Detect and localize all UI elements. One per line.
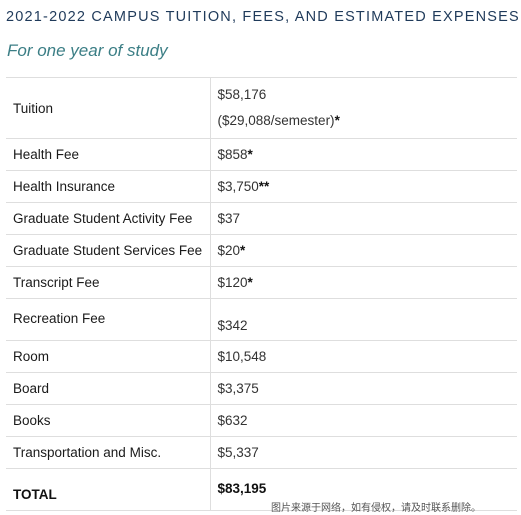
row-label-health-insurance: Health Insurance [6,170,211,203]
health-insurance-value: $3,750 [217,179,259,194]
row-label-activity-fee: Graduate Student Activity Fee [6,202,211,235]
table-row: Books $632 [6,404,517,437]
row-label-tuition: Tuition [6,77,211,139]
row-value-recreation-fee: $342 [210,298,517,341]
expenses-table: Tuition $58,176 ($29,088/semester)* Heal… [6,77,517,511]
activity-fee-value: $37 [217,211,241,226]
table-row: Transcript Fee $120* [6,266,517,299]
row-value-services-fee: $20* [210,234,517,267]
table-row: Tuition $58,176 ($29,088/semester)* [6,77,517,139]
row-value-transcript-fee: $120* [210,266,517,299]
services-fee-value: $20 [217,243,241,258]
row-label-recreation-fee: Recreation Fee [6,298,211,341]
transcript-fee-value: $120 [217,275,248,290]
page-subtitle: For one year of study [7,41,168,60]
page-title: 2021-2022 CAMPUS TUITION, FEES, AND ESTI… [6,9,520,25]
row-value-books: $632 [210,404,517,437]
footnote-star: * [247,275,253,290]
table-row: Health Fee $858* [6,138,517,171]
total-value: $83,195 [210,468,517,511]
footnote-star: * [247,147,253,162]
transportation-value: $5,337 [217,445,259,460]
table-row: Room $10,548 [6,340,517,373]
total-label: TOTAL [6,468,211,511]
books-value: $632 [217,413,248,428]
recreation-fee-value: $342 [217,318,248,333]
row-label-transportation: Transportation and Misc. [6,436,211,469]
board-value: $3,375 [217,381,259,396]
row-label-health-fee: Health Fee [6,138,211,171]
row-label-transcript-fee: Transcript Fee [6,266,211,299]
row-label-board: Board [6,372,211,405]
table-row: Graduate Student Services Fee $20* [6,234,517,267]
tuition-semester-line: ($29,088/semester)* [218,108,511,134]
tuition-semester-value: ($29,088/semester) [217,113,335,128]
tuition-annual-value: $58,176 [217,87,267,102]
row-value-board: $3,375 [210,372,517,405]
row-label-services-fee: Graduate Student Services Fee [6,234,211,267]
table-row: Transportation and Misc. $5,337 [6,436,517,469]
row-value-activity-fee: $37 [210,202,517,235]
row-label-books: Books [6,404,211,437]
room-value: $10,548 [217,349,267,364]
row-value-health-insurance: $3,750** [210,170,517,203]
health-fee-value: $858 [217,147,248,162]
table-row: Board $3,375 [6,372,517,405]
row-value-room: $10,548 [210,340,517,373]
table-row: Graduate Student Activity Fee $37 [6,202,517,235]
footnote-star: * [240,243,246,258]
footnote-star: ** [258,179,270,194]
watermark-notice: 图片来源于网络，如有侵权，请及时联系删除。 [271,503,481,514]
row-value-tuition: $58,176 ($29,088/semester)* [210,77,517,139]
total-row: TOTAL $83,195 [6,468,517,511]
row-value-health-fee: $858* [210,138,517,171]
footnote-star: * [334,113,340,128]
table-row: Recreation Fee $342 [6,298,517,341]
row-label-room: Room [6,340,211,373]
table-row: Health Insurance $3,750** [6,170,517,203]
row-value-transportation: $5,337 [210,436,517,469]
